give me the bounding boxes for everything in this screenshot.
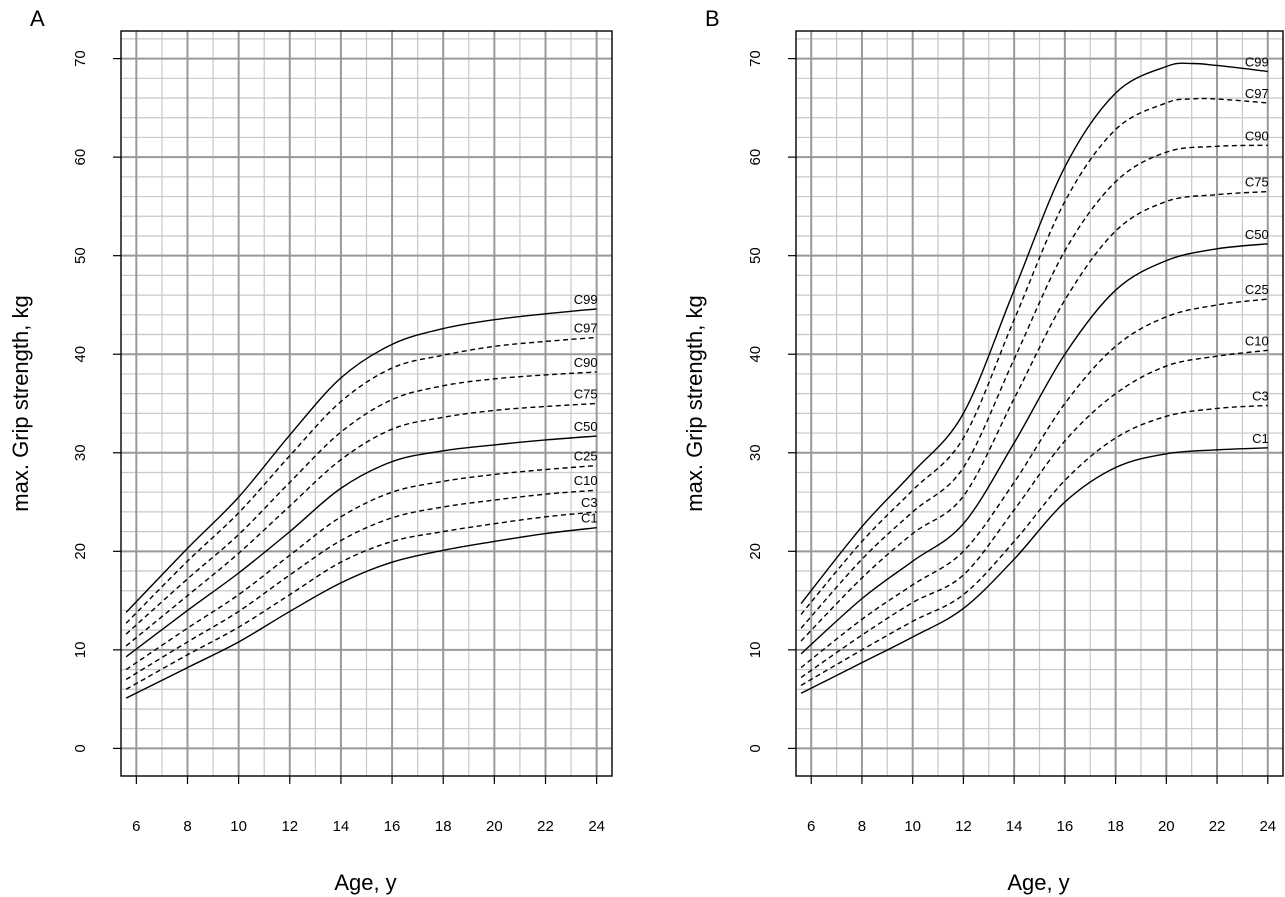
panel-b-series-label-c99: C99 — [1245, 54, 1269, 69]
panel-b-y-tick-label: 0 — [747, 744, 764, 752]
panel-b-y-tick-label: 30 — [747, 444, 764, 461]
panel-a-y-tick-label: 10 — [72, 642, 89, 659]
panel-b-y-tick-label: 20 — [747, 543, 764, 560]
panel-b-plot-frame — [795, 30, 1284, 777]
panel-a-series-label-c50: C50 — [574, 419, 598, 434]
panel-b-y-tick-label: 70 — [747, 50, 764, 67]
panel-b-letter: B — [705, 6, 720, 31]
panel-b-series-label-c97: C97 — [1245, 86, 1269, 101]
panel-a-series-label-c3: C3 — [581, 495, 598, 510]
panel-b-x-tick-label: 18 — [1107, 818, 1124, 835]
panel-a-series-c1 — [125, 526, 597, 699]
panel-a-x-tick-label: 6 — [132, 818, 140, 835]
panel-a-y-tick-label: 0 — [72, 744, 89, 752]
panel-a-x-tick-label: 24 — [588, 818, 605, 835]
panel-b-series-c99 — [800, 62, 1268, 604]
panel-a-series-label-c1: C1 — [581, 511, 598, 526]
panel-b-series-label-c10: C10 — [1245, 333, 1269, 348]
panel-a-series-c75 — [125, 402, 597, 647]
panel-a-y-axis-title: max. Grip strength, kg — [8, 295, 33, 511]
panel-b-series-c10 — [800, 349, 1268, 679]
panel-a-x-tick-label: 10 — [230, 818, 247, 835]
panel-a-series-label-c90: C90 — [574, 355, 598, 370]
panel-a-y-tick-label: 20 — [72, 543, 89, 560]
panel-b-series-c3 — [800, 404, 1268, 686]
panel-a-series-c50 — [125, 435, 597, 658]
panel-a-x-tick-label: 20 — [486, 818, 503, 835]
panel-a-x-tick-label: 18 — [435, 818, 452, 835]
panel-a-series-c25 — [125, 464, 597, 671]
panel-b-series-label-c25: C25 — [1245, 282, 1269, 297]
panel-b-series-label-c90: C90 — [1245, 128, 1269, 143]
panel-b-series-label-c50: C50 — [1245, 227, 1269, 242]
panel-a-series-c3 — [125, 511, 597, 690]
panel-a-y-tick-label: 70 — [72, 50, 89, 67]
panel-b-y-tick-label: 10 — [747, 642, 764, 659]
panel-a-plot-frame — [120, 30, 613, 777]
panel-a-y-tick-label: 30 — [72, 444, 89, 461]
panel-b-x-tick-label: 20 — [1158, 818, 1175, 835]
panel-b-y-tick-label: 60 — [747, 149, 764, 166]
panel-b-y-axis-title: max. Grip strength, kg — [682, 295, 707, 511]
panel-b-x-tick-label: 6 — [807, 818, 815, 835]
panel-b-series-label-c1: C1 — [1252, 431, 1269, 446]
panel-a-series-label-c97: C97 — [574, 320, 598, 335]
panel-b-x-tick-label: 22 — [1209, 818, 1226, 835]
panel-b-series-label-c3: C3 — [1252, 388, 1269, 403]
panel-a-x-tick-label: 14 — [333, 818, 350, 835]
panel-a-series-c10 — [125, 489, 597, 681]
panel-b-series-c50 — [800, 243, 1268, 655]
panel-a-series-c97 — [125, 336, 597, 624]
panel-b-y-tick-label: 40 — [747, 346, 764, 363]
panel-a-series-label-c99: C99 — [574, 292, 598, 307]
panel-a-series-label-c25: C25 — [574, 449, 598, 464]
panel-b-x-tick-label: 14 — [1006, 818, 1023, 835]
panel-b-x-tick-label: 24 — [1259, 818, 1276, 835]
panel-a-y-tick-label: 60 — [72, 149, 89, 166]
panel-a-y-tick-label: 40 — [72, 346, 89, 363]
panel-b-x-axis-title: Age, y — [1007, 870, 1069, 895]
panel-a-series-label-c75: C75 — [574, 387, 598, 402]
panel-b-x-tick-label: 8 — [858, 818, 866, 835]
panel-a-series-c90 — [125, 371, 597, 635]
panel-a-x-tick-label: 8 — [183, 818, 191, 835]
panel-a-x-axis-title: Age, y — [334, 870, 396, 895]
panel-b-series-c90 — [800, 144, 1268, 629]
panel-b-series-label-c75: C75 — [1245, 175, 1269, 190]
panel-b-x-tick-label: 16 — [1057, 818, 1074, 835]
panel-b-series-c25 — [800, 298, 1268, 669]
panel-a-x-tick-label: 16 — [384, 818, 401, 835]
panel-a-series-label-c10: C10 — [574, 473, 598, 488]
panel-b-series-c75 — [800, 190, 1268, 642]
panel-b-x-tick-label: 10 — [904, 818, 921, 835]
panel-a-x-tick-label: 12 — [281, 818, 298, 835]
panel-a-y-tick-label: 50 — [72, 247, 89, 264]
panel-a-x-tick-label: 22 — [537, 818, 554, 835]
panel-b-series-c1 — [800, 447, 1268, 694]
panel-b-y-tick-label: 50 — [747, 247, 764, 264]
panel-a-letter: A — [30, 6, 45, 31]
panel-b-x-tick-label: 12 — [955, 818, 972, 835]
panel-a-series-c99 — [125, 308, 597, 613]
